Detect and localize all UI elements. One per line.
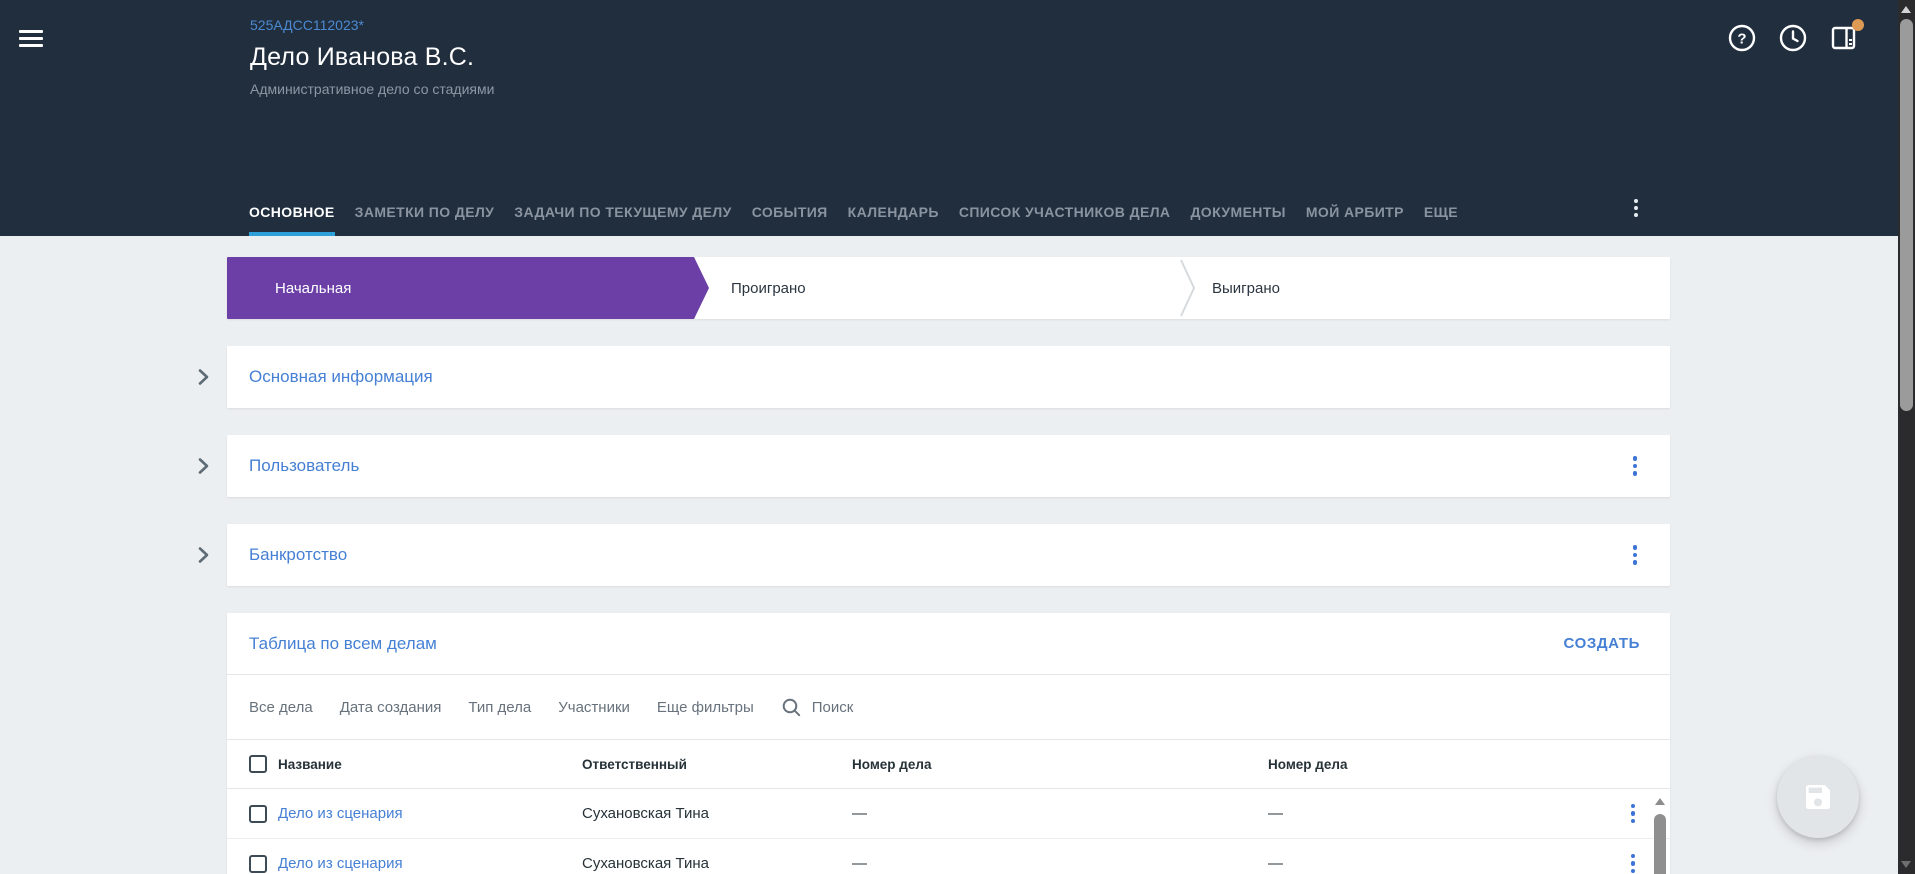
stage-proigrano[interactable]: Проиграно — [731, 279, 806, 297]
case-number-2-cell: — — [1268, 805, 1283, 822]
svg-text:?: ? — [1737, 31, 1746, 48]
tab-events[interactable]: СОБЫТИЯ — [751, 204, 828, 220]
table-scrollbar[interactable] — [1653, 792, 1667, 874]
select-all-checkbox[interactable] — [249, 755, 267, 773]
responsible-cell: Сухановская Тина — [582, 855, 709, 872]
page-scrollbar-thumb[interactable] — [1900, 19, 1913, 411]
case-header-text: 525АДСС112023* Дело Иванова В.С. Админис… — [250, 17, 494, 97]
row-menu-kebab-icon[interactable] — [1622, 851, 1644, 874]
section-main-info: Основная информация — [198, 346, 1670, 408]
filter-participants[interactable]: Участники — [558, 698, 630, 716]
chevron-right-icon[interactable] — [191, 454, 215, 478]
stage-stepper: Начальная Проиграно Выиграно — [227, 257, 1670, 319]
table-title[interactable]: Таблица по всем делам — [249, 633, 437, 653]
tab-main[interactable]: ОСНОВНОЕ — [249, 204, 335, 236]
save-icon — [1806, 785, 1830, 809]
search-control[interactable]: Поиск — [781, 697, 854, 718]
scroll-down-arrow-icon[interactable] — [1901, 861, 1911, 868]
cases-table-card: Таблица по всем делам СОЗДАТЬ Все дела Д… — [227, 613, 1670, 874]
page-subtitle: Административное дело со стадиями — [250, 81, 495, 97]
filter-more-filters[interactable]: Еще фильтры — [656, 698, 754, 716]
page-scrollbar[interactable] — [1898, 0, 1915, 874]
column-header-responsible: Ответственный — [582, 756, 687, 772]
filter-creation-date[interactable]: Дата создания — [339, 698, 442, 716]
section-title[interactable]: Банкротство — [249, 545, 348, 564]
scroll-up-arrow-icon[interactable] — [1901, 6, 1911, 13]
tab-bar: ОСНОВНОЕ ЗАМЕТКИ ПО ДЕЛУ ЗАДАЧИ ПО ТЕКУЩ… — [249, 184, 1898, 236]
filter-all-cases[interactable]: Все дела — [249, 698, 313, 716]
row-menu-kebab-icon[interactable] — [1622, 801, 1644, 827]
table-row: Дело из сценария Сухановская Тина — — — [227, 839, 1670, 874]
stage-divider-chevron-icon — [1178, 257, 1204, 319]
case-number-2-cell: — — [1268, 855, 1283, 872]
main-content: Начальная Проиграно Выиграно Основная ин… — [0, 236, 1898, 874]
section-user: Пользователь — [198, 435, 1670, 497]
case-name-link[interactable]: Дело из сценария — [278, 855, 403, 872]
table-scrollbar-thumb[interactable] — [1654, 814, 1666, 874]
row-checkbox[interactable] — [249, 854, 267, 873]
section-title[interactable]: Основная информация — [249, 367, 433, 386]
notification-dot — [1852, 19, 1864, 31]
chevron-right-icon[interactable] — [191, 543, 215, 567]
side-panel-icon[interactable] — [1830, 19, 1864, 52]
save-fab-button[interactable] — [1777, 756, 1859, 838]
page-title: Дело Иванова В.С. — [250, 43, 475, 71]
search-label: Поиск — [811, 698, 854, 716]
section-menu-kebab-icon[interactable] — [1624, 542, 1646, 568]
case-name-link[interactable]: Дело из сценария — [278, 805, 403, 822]
table-filterbar: Все дела Дата создания Тип дела Участник… — [227, 675, 1670, 740]
column-header-case-number-2: Номер дела — [1268, 756, 1348, 772]
stage-vyigrano[interactable]: Выиграно — [1212, 279, 1280, 297]
tab-moy-arbitr[interactable]: МОЙ АРБИТР — [1305, 204, 1404, 220]
tab-more[interactable]: ЕЩЕ — [1423, 204, 1458, 220]
column-header-name: Название — [278, 756, 342, 772]
scroll-up-arrow-icon[interactable] — [1655, 798, 1665, 805]
help-icon[interactable]: ? — [1728, 24, 1756, 52]
tab-documents[interactable]: ДОКУМЕНТЫ — [1190, 204, 1286, 220]
header-icons: ? — [1728, 19, 1864, 52]
filter-case-type[interactable]: Тип дела — [468, 698, 532, 716]
table-titlebar: Таблица по всем делам СОЗДАТЬ — [227, 613, 1670, 675]
case-number-cell: — — [852, 805, 867, 822]
create-button[interactable]: СОЗДАТЬ — [1563, 635, 1640, 652]
row-checkbox[interactable] — [249, 804, 267, 823]
header: 525АДСС112023* Дело Иванова В.С. Админис… — [0, 0, 1898, 236]
tab-current-case-tasks[interactable]: ЗАДАЧИ ПО ТЕКУЩЕМУ ДЕЛУ — [514, 204, 732, 220]
section-menu-kebab-icon[interactable] — [1624, 453, 1646, 479]
section-title[interactable]: Пользователь — [249, 456, 360, 475]
case-number-cell: — — [852, 855, 867, 872]
history-icon[interactable] — [1779, 24, 1807, 52]
tab-case-participants[interactable]: СПИСОК УЧАСТНИКОВ ДЕЛА — [958, 204, 1171, 220]
column-header-case-number: Номер дела — [852, 756, 932, 772]
search-icon — [782, 698, 800, 716]
table-header-row: Название Ответственный Номер дела Номер … — [227, 740, 1670, 789]
chevron-right-icon[interactable] — [191, 365, 215, 389]
section-bankruptcy: Банкротство — [198, 524, 1670, 586]
tab-case-notes[interactable]: ЗАМЕТКИ ПО ДЕЛУ — [354, 204, 495, 220]
table-row: Дело из сценария Сухановская Тина — — — [227, 789, 1670, 839]
stage-nachalnaya[interactable]: Начальная — [227, 257, 709, 319]
case-number-link[interactable]: 525АДСС112023* — [250, 17, 364, 33]
hamburger-menu-icon[interactable] — [19, 30, 43, 47]
responsible-cell: Сухановская Тина — [582, 805, 709, 822]
tabs-overflow-kebab-icon[interactable] — [1626, 197, 1646, 219]
tab-calendar[interactable]: КАЛЕНДАРЬ — [847, 204, 939, 220]
